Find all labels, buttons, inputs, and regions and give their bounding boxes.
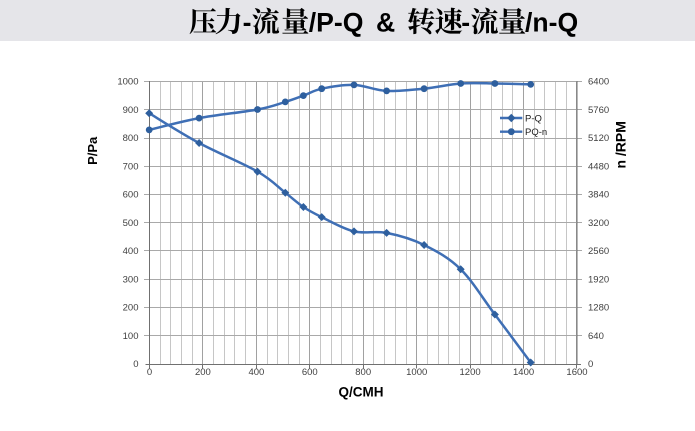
svg-text:1280: 1280 xyxy=(588,303,609,314)
svg-text:700: 700 xyxy=(123,161,139,172)
svg-text:P-Q: P-Q xyxy=(525,113,542,124)
svg-text:500: 500 xyxy=(123,218,139,229)
svg-text:6400: 6400 xyxy=(588,77,609,88)
svg-text:-: - xyxy=(243,7,252,37)
svg-text:600: 600 xyxy=(302,367,318,378)
svg-text:PQ-n: PQ-n xyxy=(525,127,547,138)
svg-text:3200: 3200 xyxy=(588,218,609,229)
svg-text:/n-Q: /n-Q xyxy=(525,7,578,37)
svg-text:-: - xyxy=(461,7,470,37)
svg-text:600: 600 xyxy=(123,190,139,201)
svg-text:640: 640 xyxy=(588,331,604,342)
svg-text:1920: 1920 xyxy=(588,274,609,285)
svg-text:0: 0 xyxy=(147,367,152,378)
svg-text:1000: 1000 xyxy=(117,77,138,88)
svg-text:4480: 4480 xyxy=(588,161,609,172)
svg-text:Q/CMH: Q/CMH xyxy=(339,385,384,400)
svg-text:300: 300 xyxy=(123,274,139,285)
svg-text:800: 800 xyxy=(123,133,139,144)
svg-text:n /RPM: n /RPM xyxy=(613,121,629,168)
svg-text:1200: 1200 xyxy=(460,367,481,378)
svg-text:P/Pa: P/Pa xyxy=(85,136,100,165)
svg-text:100: 100 xyxy=(123,331,139,342)
svg-text:900: 900 xyxy=(123,105,139,116)
svg-text:0: 0 xyxy=(588,359,593,370)
svg-text:3840: 3840 xyxy=(588,190,609,201)
svg-text:2560: 2560 xyxy=(588,246,609,257)
svg-text:1400: 1400 xyxy=(513,367,534,378)
svg-text:5120: 5120 xyxy=(588,133,609,144)
svg-text:1600: 1600 xyxy=(566,367,587,378)
svg-text:400: 400 xyxy=(123,246,139,257)
svg-text:0: 0 xyxy=(133,359,138,370)
svg-text:200: 200 xyxy=(123,303,139,314)
svg-text:400: 400 xyxy=(248,367,264,378)
svg-text:200: 200 xyxy=(195,367,211,378)
svg-text:/P-Q: /P-Q xyxy=(309,7,364,37)
svg-text:1000: 1000 xyxy=(406,367,427,378)
svg-text:&: & xyxy=(376,7,395,37)
svg-text:5760: 5760 xyxy=(588,105,609,116)
svg-text:800: 800 xyxy=(355,367,371,378)
